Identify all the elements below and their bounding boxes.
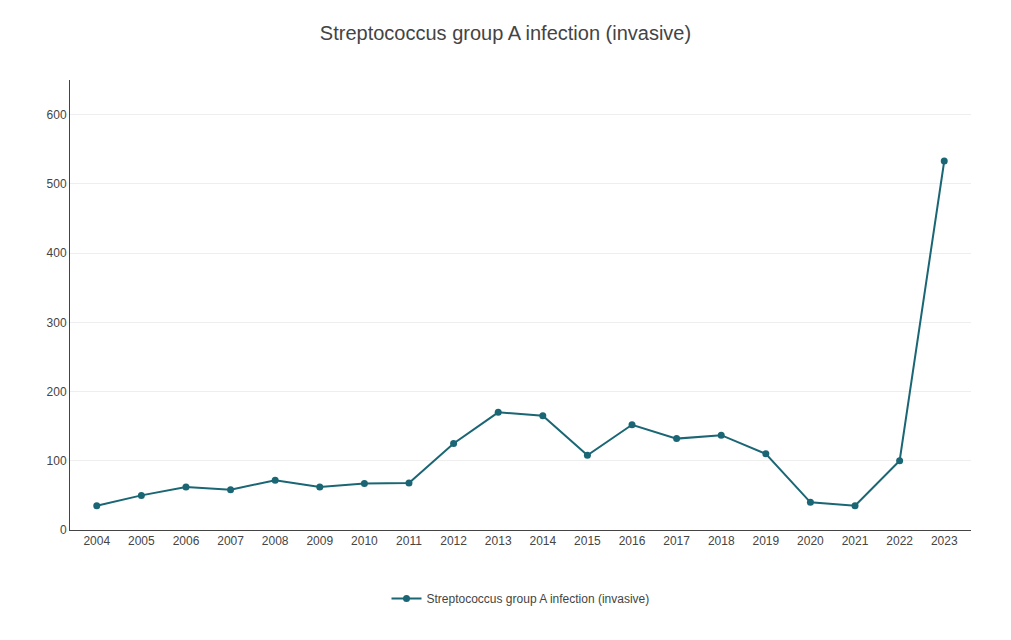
svg-text:2020: 2020 xyxy=(797,534,824,548)
svg-text:100: 100 xyxy=(47,454,67,468)
svg-text:2019: 2019 xyxy=(752,534,779,548)
svg-text:400: 400 xyxy=(47,246,67,260)
svg-text:2013: 2013 xyxy=(485,534,512,548)
svg-text:2008: 2008 xyxy=(262,534,289,548)
svg-text:2007: 2007 xyxy=(217,534,244,548)
svg-text:2023: 2023 xyxy=(931,534,958,548)
svg-text:2021: 2021 xyxy=(842,534,869,548)
svg-text:2016: 2016 xyxy=(619,534,646,548)
svg-text:2009: 2009 xyxy=(306,534,333,548)
svg-text:2014: 2014 xyxy=(529,534,556,548)
svg-text:2012: 2012 xyxy=(440,534,467,548)
svg-text:2005: 2005 xyxy=(128,534,155,548)
svg-text:Streptococcus group A infectio: Streptococcus group A infection (invasiv… xyxy=(427,592,650,606)
svg-text:2004: 2004 xyxy=(83,534,110,548)
svg-text:2017: 2017 xyxy=(663,534,690,548)
svg-text:Streptococcus group A infectio: Streptococcus group A infection (invasiv… xyxy=(320,22,691,44)
svg-text:2010: 2010 xyxy=(351,534,378,548)
svg-text:200: 200 xyxy=(47,385,67,399)
svg-text:2015: 2015 xyxy=(574,534,601,548)
svg-text:2011: 2011 xyxy=(396,534,422,548)
svg-text:0: 0 xyxy=(60,523,67,537)
svg-text:600: 600 xyxy=(47,108,67,122)
svg-text:2006: 2006 xyxy=(173,534,200,548)
svg-text:2018: 2018 xyxy=(708,534,735,548)
svg-text:300: 300 xyxy=(47,316,67,330)
svg-text:2022: 2022 xyxy=(886,534,913,548)
svg-text:500: 500 xyxy=(47,177,67,191)
